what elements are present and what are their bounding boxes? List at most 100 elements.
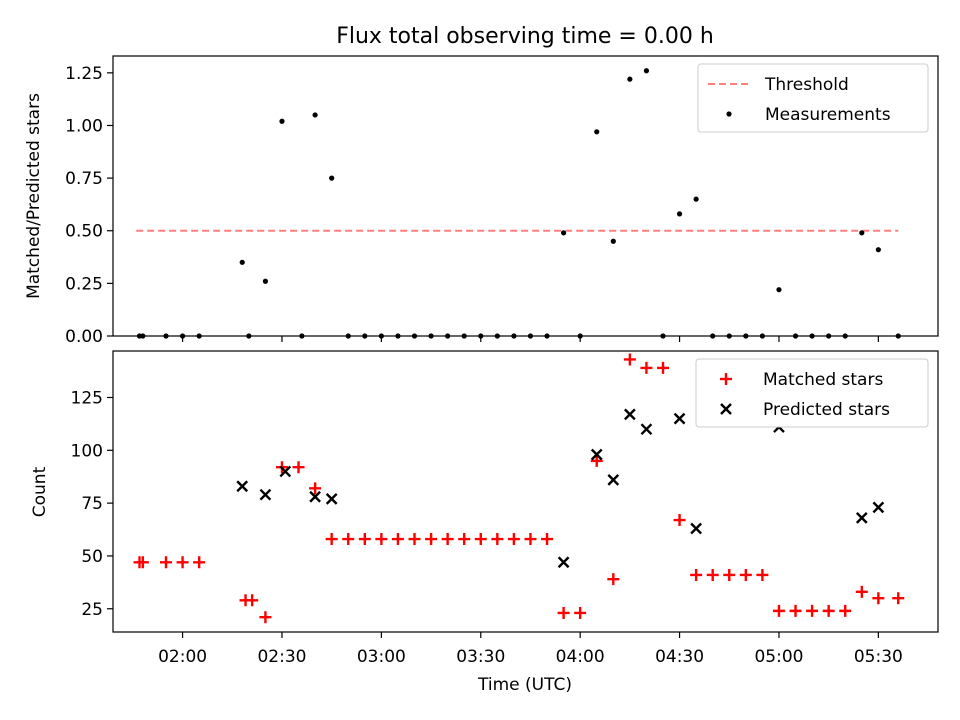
measurement-point <box>594 129 600 135</box>
predicted-star-point <box>325 493 338 505</box>
measurement-point <box>262 278 269 284</box>
measurement-point <box>561 230 567 236</box>
matched-star-point <box>292 461 305 474</box>
matched-star-point <box>557 606 570 619</box>
matched-star-point <box>706 568 719 581</box>
predicted-star-point <box>309 490 321 503</box>
count-legend: Matched stars Predicted stars <box>695 358 929 428</box>
matched-star-point <box>193 556 206 569</box>
measurement-point <box>610 238 616 244</box>
matched-star-point <box>541 533 554 546</box>
predicted-star-point <box>690 522 702 535</box>
matched-star-point <box>739 568 752 581</box>
predicted-star-point <box>236 480 249 493</box>
measurements-legend-marker <box>726 111 732 117</box>
x-tick-label: 03:30 <box>456 647 505 667</box>
ratio-y-tick-label: 1.00 <box>65 116 103 136</box>
matched-star-point <box>441 533 454 546</box>
predicted-star-point <box>279 465 292 478</box>
measurement-point <box>329 175 335 181</box>
matched-star-point <box>772 604 785 617</box>
count-panel: 25 50 75 100 125 02:00 02:30 03:00 03:30 04:00 04… <box>30 350 939 695</box>
predicted-star-point <box>640 423 653 436</box>
measurement-point <box>312 112 318 118</box>
ratio-y-tick-label: 0.00 <box>65 327 103 347</box>
predicted-star-point <box>607 474 620 486</box>
count-axes-frame <box>112 350 939 633</box>
matched-star-point <box>474 533 487 546</box>
ratio-panel: 0.00 0.25 0.50 0.75 1.00 1.25 Matched/Predict… <box>24 55 939 347</box>
matched-star-point <box>839 604 852 617</box>
matched-legend-marker <box>720 373 732 385</box>
matched-star-point <box>342 533 355 546</box>
matched-star-point <box>136 556 149 569</box>
x-axis-label: Time (UTC) <box>477 675 572 695</box>
matched-star-point <box>590 454 603 467</box>
measurement-point <box>279 118 285 124</box>
matched-star-point <box>358 533 371 546</box>
count-y-tick-label: 50 <box>81 547 103 567</box>
predicted-star-point <box>259 488 272 501</box>
predicted-star-point <box>855 512 868 524</box>
ratio-y-tick-label: 0.25 <box>65 274 103 294</box>
matched-star-point <box>391 533 404 546</box>
measurement-point <box>627 76 633 82</box>
matched-star-point <box>408 533 421 546</box>
matched-star-point <box>892 592 905 605</box>
count-legend-box <box>695 358 929 428</box>
ratio-legend: Threshold Measurements <box>697 63 929 133</box>
ratio-legend-label-threshold: Threshold <box>764 75 849 95</box>
predicted-star-point <box>590 448 603 461</box>
count-y-axis-label: Count <box>30 466 50 517</box>
measurement-point <box>676 211 683 217</box>
matched-star-point <box>491 533 504 546</box>
predicted-star-point <box>624 408 636 421</box>
matched-star-point <box>673 514 686 527</box>
matched-star-point <box>623 353 636 366</box>
x-tick-label: 03:00 <box>357 647 406 667</box>
matched-star-point <box>375 533 388 546</box>
matched-star-point <box>822 604 835 617</box>
predicted-star-point <box>872 501 885 514</box>
count-x-ticks: 02:00 02:30 03:00 03:30 04:00 04:30 05:00 05:30 <box>158 632 903 667</box>
measurement-point <box>693 196 699 202</box>
matched-star-point <box>872 592 885 605</box>
ratio-y-tick-label: 1.25 <box>65 64 103 84</box>
measurement-point <box>239 259 245 265</box>
matched-star-point <box>458 533 471 546</box>
matched-star-point <box>806 604 819 617</box>
matched-star-point <box>789 604 802 617</box>
ratio-x-ticks <box>181 336 879 342</box>
x-tick-label: 05:30 <box>854 647 903 667</box>
matched-star-point <box>657 361 669 374</box>
measurement-point <box>776 287 782 293</box>
predicted-star-point <box>673 412 686 425</box>
matched-star-point <box>160 556 173 569</box>
ratio-y-axis-label: Matched/Predicted stars <box>24 93 44 299</box>
x-tick-label: 04:30 <box>655 647 704 667</box>
x-tick-label: 02:00 <box>158 647 207 667</box>
ratio-y-tick-label: 0.75 <box>65 169 103 189</box>
count-plot-area <box>133 353 905 624</box>
predicted-star-point <box>557 556 570 569</box>
count-y-tick-label: 75 <box>81 494 103 514</box>
matched-star-point <box>425 533 438 546</box>
measurement-point <box>643 68 650 74</box>
matched-star-point <box>524 533 537 546</box>
matched-star-point <box>855 585 868 598</box>
matched-star-point <box>756 568 769 581</box>
matched-star-point <box>325 533 338 546</box>
matched-star-point <box>176 556 189 569</box>
measurement-point <box>859 230 865 236</box>
ratio-y-ticks: 0.00 0.25 0.50 0.75 1.00 1.25 <box>65 64 113 347</box>
ratio-y-tick-label: 0.50 <box>65 222 103 242</box>
matched-star-point <box>507 533 520 546</box>
matched-star-point <box>246 594 259 607</box>
matched-star-point <box>574 606 587 619</box>
count-legend-label-matched: Matched stars <box>763 370 883 390</box>
matched-star-point <box>640 361 653 374</box>
ratio-legend-label-measurements: Measurements <box>765 105 891 125</box>
matched-star-point <box>690 568 703 581</box>
measurement-point <box>875 247 881 253</box>
